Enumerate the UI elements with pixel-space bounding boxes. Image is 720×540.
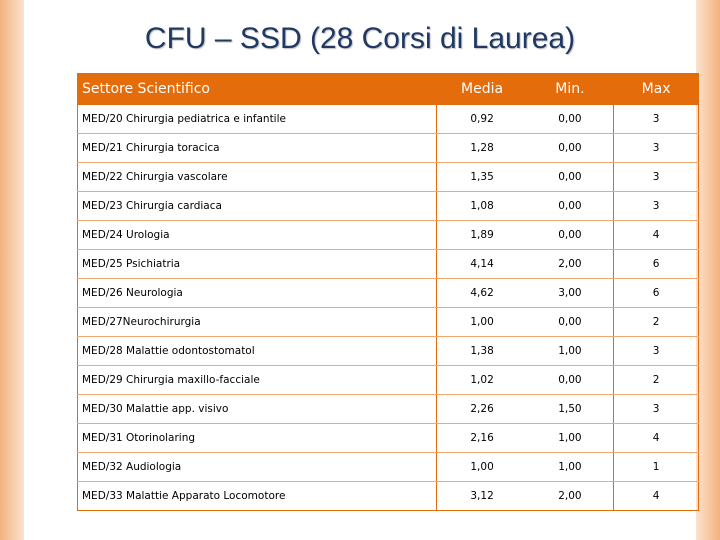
cell-max: 3	[613, 162, 699, 192]
cell-min: 0,00	[526, 104, 614, 134]
cell-media: 1,00	[436, 452, 527, 482]
cell-media: 1,38	[436, 336, 527, 366]
cell-max: 3	[613, 336, 699, 366]
cell-media: 4,14	[436, 249, 527, 279]
cell-min: 3,00	[526, 278, 614, 308]
table-row: MED/33 Malattie Apparato Locomotore 3,12 2…	[76, 481, 699, 511]
table-row: MED/27Neurochirurgia 1,00 0,00 2	[76, 307, 699, 337]
cell-media: 4,62	[436, 278, 527, 308]
cell-max: 3	[613, 133, 699, 163]
cell-media: 2,26	[436, 394, 527, 424]
header-settore: Settore Scientifico	[76, 73, 438, 105]
header-min: Min.	[526, 73, 614, 105]
table-body: MED/20 Chirurgia pediatrica e infantile 0…	[76, 104, 699, 511]
cell-settore: MED/26 Neurologia	[76, 278, 438, 308]
cell-max: 6	[613, 278, 699, 308]
cell-max: 4	[613, 220, 699, 250]
table-row: MED/21 Chirurgia toracica 1,28 0,00 3	[76, 133, 699, 163]
cell-max: 1	[613, 452, 699, 482]
cell-media: 3,12	[436, 481, 527, 511]
cell-max: 2	[613, 307, 699, 337]
cell-min: 1,00	[526, 423, 614, 453]
table-row: MED/32 Audiologia 1,00 1,00 1	[76, 452, 699, 482]
table-row: MED/24 Urologia 1,89 0,00 4	[76, 220, 699, 250]
cell-settore: MED/29 Chirurgia maxillo-facciale	[76, 365, 438, 395]
cell-settore: MED/32 Audiologia	[76, 452, 438, 482]
cell-min: 2,00	[526, 481, 614, 511]
cell-media: 0,92	[436, 104, 527, 134]
cell-min: 0,00	[526, 162, 614, 192]
left-decorative-band	[0, 0, 24, 540]
cell-max: 4	[613, 423, 699, 453]
header-max: Max	[613, 73, 699, 105]
cell-settore: MED/28 Malattie odontostomatol	[76, 336, 438, 366]
ssd-table: Settore Scientifico Media Min. Max MED/2…	[76, 73, 699, 511]
table-header-row: Settore Scientifico Media Min. Max	[76, 73, 699, 105]
cell-max: 2	[613, 365, 699, 395]
cell-settore: MED/25 Psichiatria	[76, 249, 438, 279]
cell-media: 1,00	[436, 307, 527, 337]
cell-settore: MED/27Neurochirurgia	[76, 307, 438, 337]
cell-media: 1,35	[436, 162, 527, 192]
cell-max: 6	[613, 249, 699, 279]
header-media: Media	[436, 73, 527, 105]
cell-settore: MED/20 Chirurgia pediatrica e infantile	[76, 104, 438, 134]
cell-media: 1,89	[436, 220, 527, 250]
table-row: MED/29 Chirurgia maxillo-facciale 1,02 0,0…	[76, 365, 699, 395]
cell-max: 3	[613, 394, 699, 424]
cell-min: 0,00	[526, 365, 614, 395]
cell-settore: MED/31 Otorinolaring	[76, 423, 438, 453]
right-decorative-band	[696, 0, 720, 540]
cell-max: 4	[613, 481, 699, 511]
cell-settore: MED/33 Malattie Apparato Locomotore	[76, 481, 438, 511]
cell-max: 3	[613, 104, 699, 134]
cell-min: 0,00	[526, 191, 614, 221]
table-row: MED/31 Otorinolaring 2,16 1,00 4	[76, 423, 699, 453]
cell-min: 0,00	[526, 133, 614, 163]
table-row: MED/22 Chirurgia vascolare 1,35 0,00 3	[76, 162, 699, 192]
cell-media: 2,16	[436, 423, 527, 453]
cell-min: 0,00	[526, 307, 614, 337]
cell-min: 1,00	[526, 452, 614, 482]
cell-settore: MED/21 Chirurgia toracica	[76, 133, 438, 163]
table-row: MED/28 Malattie odontostomatol 1,38 1,00 3	[76, 336, 699, 366]
cell-min: 2,00	[526, 249, 614, 279]
table-row: MED/25 Psichiatria 4,14 2,00 6	[76, 249, 699, 279]
cell-min: 0,00	[526, 220, 614, 250]
slide-title: CFU – SSD (28 Corsi di Laurea)	[144, 22, 576, 55]
table-row: MED/20 Chirurgia pediatrica e infantile 0…	[76, 104, 699, 134]
cell-min: 1,50	[526, 394, 614, 424]
cell-settore: MED/24 Urologia	[76, 220, 438, 250]
cell-max: 3	[613, 191, 699, 221]
table-row: MED/30 Malattie app. visivo 2,26 1,50 3	[76, 394, 699, 424]
cell-settore: MED/22 Chirurgia vascolare	[76, 162, 438, 192]
cell-media: 1,28	[436, 133, 527, 163]
table-row: MED/26 Neurologia 4,62 3,00 6	[76, 278, 699, 308]
cell-settore: MED/23 Chirurgia cardiaca	[76, 191, 438, 221]
cell-media: 1,08	[436, 191, 527, 221]
table-row: MED/23 Chirurgia cardiaca 1,08 0,00 3	[76, 191, 699, 221]
cell-media: 1,02	[436, 365, 527, 395]
cell-settore: MED/30 Malattie app. visivo	[76, 394, 438, 424]
cell-min: 1,00	[526, 336, 614, 366]
